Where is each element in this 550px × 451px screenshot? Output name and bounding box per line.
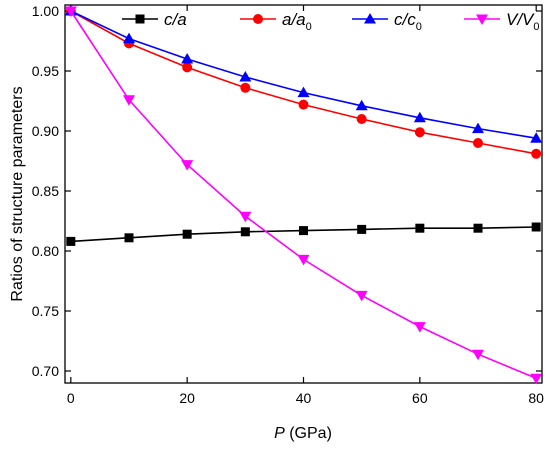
x-axis: 0 20 40 60 80 [67,5,544,406]
data-point [415,223,425,233]
data-point [182,229,192,239]
x-tick-label: 20 [179,390,195,406]
data-point [531,222,541,232]
data-point [355,290,368,302]
x-tick-label: 40 [296,390,312,406]
data-point [356,114,367,124]
data-point [122,95,135,106]
data-point [124,233,134,243]
legend-marker [476,14,488,25]
data-point [298,99,309,110]
series-layer [64,5,543,385]
data-point [122,32,135,44]
legend-entry: c/c0 [352,10,422,33]
legend-label-main: c/a [164,10,187,29]
x-tick-label: 0 [67,390,75,406]
legend-label-subscript: 0 [416,21,422,33]
y-tick-label: 0.95 [32,63,59,79]
legend-label: a/a0 [282,10,312,33]
y-tick-label: 0.80 [32,243,59,259]
legend-label-main: a/a [282,10,306,29]
data-point [181,160,194,171]
data-point [531,148,542,159]
y-tick-label: 0.85 [32,183,59,199]
data-point [355,99,368,111]
legend-entry: V/V0 [464,10,540,33]
plot-frame [64,4,543,384]
data-point [297,86,310,98]
legend-label-subscript: 0 [306,21,312,33]
legend-label-main: V/V [506,10,535,29]
legend-marker [253,14,263,24]
data-point [530,373,543,385]
series-line [70,10,537,139]
data-point [472,349,485,361]
data-point [473,138,484,148]
series-3 [64,6,543,385]
legend-label: c/a [164,10,187,29]
x-axis-variable: P [274,425,285,442]
data-point [240,82,251,93]
legend-label-subscript: 0 [533,21,539,33]
x-tick-label: 60 [412,390,428,406]
y-tick-label: 0.90 [32,123,59,139]
legend: c/a a/a0 c/c0 V/V0 [122,10,540,33]
data-point [239,211,252,223]
legend-label: c/c0 [394,10,422,33]
data-point [413,322,426,333]
legend-label: V/V0 [506,10,540,33]
legend-label-main: c/c [394,10,416,29]
x-tick-label: 80 [528,390,544,406]
data-point [414,127,425,138]
data-point [472,122,485,134]
data-point [413,111,426,123]
data-point [182,62,193,73]
legend-marker [135,14,145,24]
data-point [181,53,194,64]
x-axis-unit: (GPa) [289,425,332,442]
y-tick-label: 1.00 [32,3,59,19]
y-axis: 0.70 0.75 0.80 0.85 0.90 0.95 1.00 [32,3,542,379]
x-axis-title: P (GPa) [274,425,332,442]
series-line [70,10,537,155]
data-point [66,236,76,246]
data-point [64,6,77,17]
data-point [530,132,543,143]
legend-entry: a/a0 [240,10,312,33]
data-point [239,71,252,82]
data-point [473,223,483,233]
data-point [299,226,308,236]
legend-marker [364,13,376,24]
legend-entry: c/a [122,10,187,29]
series-0 [66,222,541,246]
y-axis-title: Ratios of structure parameters [9,86,26,301]
series-2 [64,5,543,143]
y-tick-label: 0.70 [32,363,59,379]
data-point [357,224,367,234]
data-point [297,254,310,266]
series-line [70,10,537,379]
data-point [240,227,250,237]
y-tick-label: 0.75 [32,303,59,319]
